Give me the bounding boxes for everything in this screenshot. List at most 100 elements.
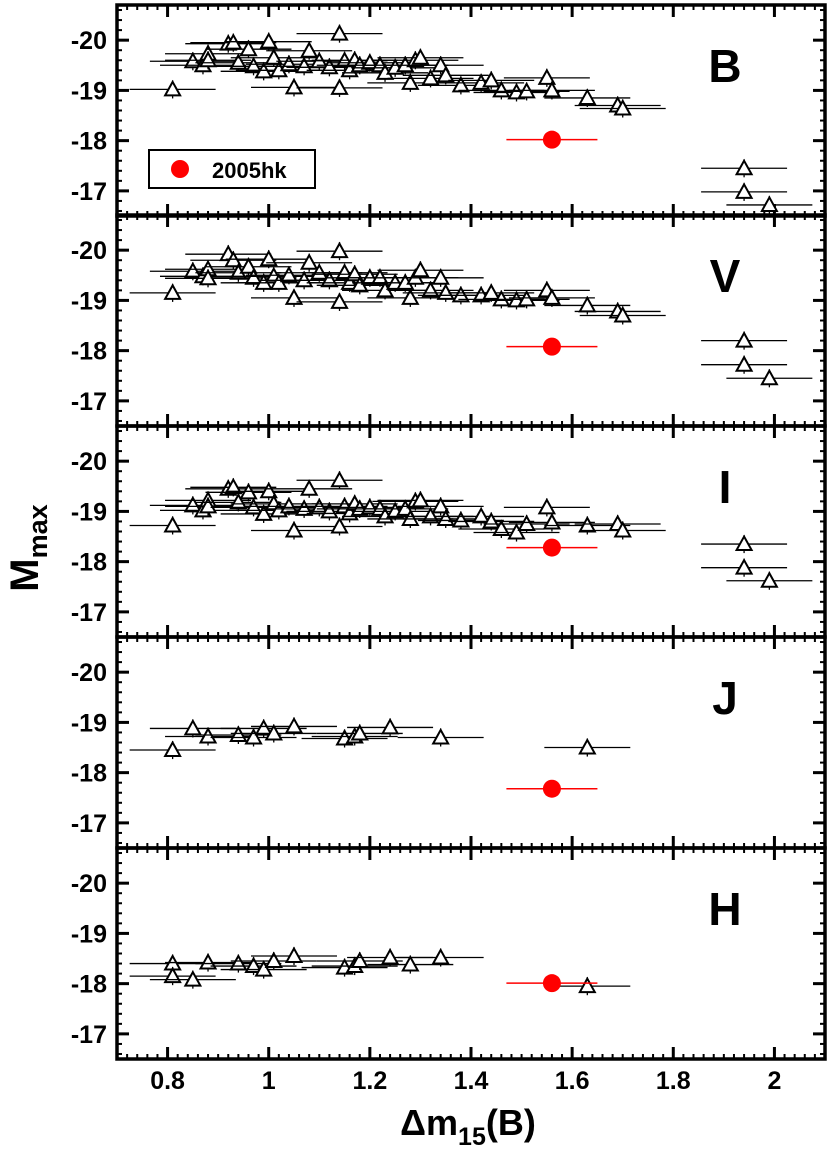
comparison-point [251, 288, 337, 307]
y-tick-label: -19 [71, 498, 107, 526]
comparison-point [210, 727, 297, 747]
comparison-point [251, 520, 337, 540]
comparison-point [266, 253, 353, 272]
comparison-point [296, 24, 383, 43]
comparison-point [205, 257, 292, 276]
comparison-point [220, 504, 307, 523]
comparison-point [701, 558, 788, 577]
comparison-point [129, 79, 216, 99]
y-tick-label: -18 [71, 971, 107, 999]
band-label-B: B [708, 40, 741, 92]
x-tick-label: 0.8 [150, 1067, 185, 1095]
comparison-point [438, 506, 525, 526]
comparison-point [367, 288, 454, 307]
comparison-point [397, 268, 484, 287]
comparison-point [220, 960, 307, 979]
comparison-point [503, 68, 590, 87]
comparison-point [458, 519, 545, 539]
x-axis-label-sub: 15 [458, 1123, 486, 1151]
comparison-point [347, 717, 434, 737]
x-tick-label: 1 [262, 1067, 276, 1095]
y-axis-label-main: M [3, 558, 47, 591]
comparison-point [508, 288, 595, 307]
y-axis-label: Mmax [3, 504, 53, 591]
comparison-point [397, 947, 484, 967]
comparison-point [129, 283, 216, 302]
comparison-point [473, 522, 560, 542]
comparison-point [165, 952, 252, 972]
y-tick-label: -17 [71, 178, 107, 206]
y-tick-label: -19 [71, 287, 107, 315]
comparison-point [149, 495, 236, 515]
comparison-point [296, 78, 383, 97]
x-axis-label-main: Δm [400, 1102, 458, 1143]
comparison-point [701, 331, 788, 350]
x-tick-label: 1.4 [454, 1067, 489, 1095]
y-tick-label: -17 [71, 599, 107, 627]
legend: 2005hk [148, 149, 316, 189]
comparison-point [296, 516, 383, 536]
panel-J: -20 -19 -18 -17 J [71, 635, 827, 850]
comparison-point [149, 51, 236, 71]
comparison-point [544, 88, 631, 107]
comparison-point [195, 492, 282, 512]
y-tick-label: -18 [71, 338, 107, 366]
comparison-point [701, 355, 788, 374]
comparison-point [296, 241, 383, 261]
y-tick-label: -20 [71, 237, 107, 265]
x-tick-labels: 0.8 1 1.2 1.4 1.6 1.8 2 [150, 1067, 781, 1095]
y-tick-label: -17 [71, 1021, 107, 1049]
panel-I: -20 -19 -18 -17 I [71, 424, 827, 639]
y-tick-label: -20 [71, 27, 107, 55]
panel-frame [115, 424, 827, 639]
comparison-point [296, 292, 383, 311]
comparison-point [579, 520, 666, 540]
comparison-point [296, 470, 383, 490]
comparison-point [225, 481, 312, 501]
y-tick-label: -19 [71, 709, 107, 737]
x-tick-label: 1.6 [555, 1067, 590, 1095]
comparison-point [225, 249, 312, 269]
band-label-J: J [712, 672, 738, 724]
comparison-point [230, 951, 317, 971]
x-tick-label: 1.8 [656, 1067, 691, 1095]
y-tick-label: -20 [71, 448, 107, 476]
comparison-point [225, 32, 312, 51]
comparison-point [579, 305, 666, 325]
comparison-point [129, 966, 216, 986]
panel-frame [115, 846, 827, 1061]
comparison-point [301, 728, 388, 748]
band-label-H: H [708, 883, 741, 935]
comparison-point [205, 482, 292, 502]
comparison-point [149, 718, 236, 738]
comparison-point [301, 263, 388, 282]
comparison-point [251, 716, 337, 736]
comparison-point [129, 740, 216, 760]
comparison-point [129, 515, 216, 535]
y-tick-label: -17 [71, 388, 107, 416]
panel-H: -20 -19 -18 -17 H [71, 846, 827, 1061]
panel-V: -20 -19 -18 -17 V [71, 213, 827, 428]
comparison-point [544, 737, 631, 757]
legend-marker [171, 160, 189, 178]
y-tick-label: -19 [71, 920, 107, 948]
x-axis-label: Δm15(B) [400, 1102, 536, 1151]
comparison-point [508, 80, 595, 100]
comparison-point [701, 534, 788, 554]
y-tick-label: -19 [71, 77, 107, 105]
highlight-point-2005hk [506, 337, 598, 356]
y-tick-label: -18 [71, 128, 107, 156]
comparison-point [397, 55, 484, 75]
comparison-point [701, 182, 788, 201]
comparison-point [190, 477, 277, 497]
comparison-point [230, 723, 317, 743]
comparison-point [448, 70, 535, 90]
comparison-point [503, 497, 590, 517]
band-label-V: V [710, 250, 741, 302]
comparison-point [701, 158, 788, 178]
comparison-point [205, 39, 292, 59]
comparison-point [726, 368, 813, 388]
comparison-point [726, 195, 813, 214]
